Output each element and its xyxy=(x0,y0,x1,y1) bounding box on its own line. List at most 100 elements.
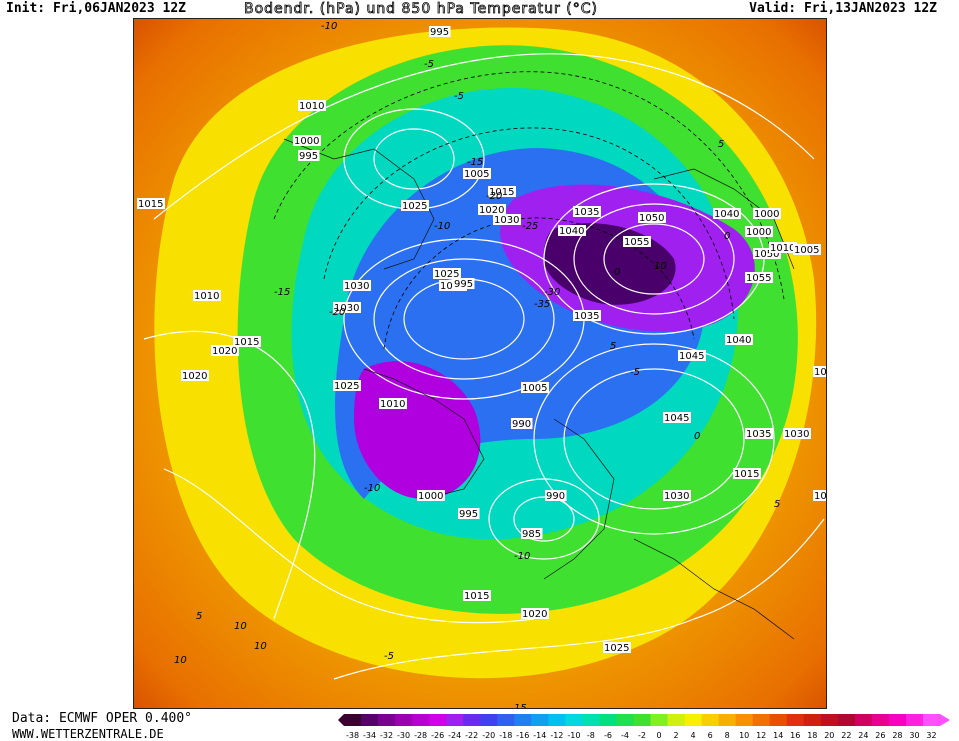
pressure-label: 1000 xyxy=(754,209,779,220)
pressure-label: 1000 xyxy=(294,136,319,147)
pressure-label-bg xyxy=(433,268,461,279)
pressure-label: 1015 xyxy=(734,469,759,480)
pressure-label: 990 xyxy=(512,419,531,430)
valid-time: Valid: Fri,13JAN2023 12Z xyxy=(749,1,937,16)
legend-tick-label: -4 xyxy=(621,731,629,740)
legend-color-swatch xyxy=(531,714,549,726)
pressure-label: 1040 xyxy=(559,226,584,237)
pressure-label-bg xyxy=(753,208,781,219)
pressure-label: 1035 xyxy=(574,311,599,322)
pressure-label: 1025 xyxy=(334,381,359,392)
legend-tick-label: 32 xyxy=(926,731,936,740)
pressure-label: 1020 xyxy=(212,346,237,357)
temperature-label: -15 xyxy=(467,157,483,168)
legend-color-swatch xyxy=(922,714,941,726)
legend-color-swatch xyxy=(395,714,413,726)
legend-tick-label: -38 xyxy=(346,731,359,740)
pressure-label: 1005 xyxy=(522,383,547,394)
legend-color-swatch xyxy=(752,714,771,726)
pressure-label: 1025 xyxy=(434,269,459,280)
pressure-label-bg xyxy=(233,336,261,347)
temperature-label: 0 xyxy=(614,267,620,278)
pressure-label: 1055 xyxy=(624,237,649,248)
legend-tick-label: 6 xyxy=(708,731,713,740)
temperature-label: 0 xyxy=(724,231,730,242)
pressure-label: 1015 xyxy=(464,591,489,602)
init-time: Init: Fri,06JAN2023 12Z xyxy=(6,1,187,16)
legend-tick-label: -18 xyxy=(499,731,512,740)
legend-tick-label: -8 xyxy=(587,731,595,740)
pressure-label-bg xyxy=(573,310,601,321)
legend-tick-label: 30 xyxy=(909,731,919,740)
legend-color-swatch xyxy=(463,714,481,726)
legend-right-arrow xyxy=(940,714,950,726)
pressure-label-bg xyxy=(733,468,761,479)
weather-map-canvas: 995 1010 1000 995 1015 1010 1020 1030 1025 1035 10… xyxy=(134,19,826,708)
pressure-label: 1020 xyxy=(182,371,207,382)
pressure-label-bg xyxy=(713,208,741,219)
legend-tick-label: -6 xyxy=(604,731,612,740)
legend-color-swatch xyxy=(803,714,822,726)
pressure-label: 1010 xyxy=(770,243,795,254)
pressure-label-bg xyxy=(678,350,706,361)
legend-tick-label: -16 xyxy=(516,731,529,740)
pressure-label-bg xyxy=(745,428,773,439)
temperature-label: -30 xyxy=(544,287,560,298)
legend-color-swatch xyxy=(412,714,430,726)
legend-tick-label: -24 xyxy=(448,731,461,740)
pressure-label: 1010 xyxy=(380,399,405,410)
legend-tick-label: -34 xyxy=(363,731,376,740)
legend-tick-label: 8 xyxy=(725,731,730,740)
pressure-label-bg xyxy=(573,206,601,217)
pressure-label-bg xyxy=(478,204,506,215)
pressure-label: 1035 xyxy=(746,429,771,440)
temperature-label: -5 xyxy=(454,91,464,102)
legend-tick-label: -10 xyxy=(567,731,580,740)
pressure-label: 1050 xyxy=(639,213,664,224)
coastlines xyxy=(283,138,795,640)
pressure-label-bg xyxy=(379,398,407,409)
pressure-label: 1030 xyxy=(664,491,689,502)
temperature-label: -15 xyxy=(274,287,290,298)
legend-tick-label: -30 xyxy=(397,731,410,740)
legend-tick-label: 22 xyxy=(841,731,851,740)
pressure-label: 1055 xyxy=(746,273,771,284)
pressure-label-bg xyxy=(813,490,826,501)
legend-tick-label: 24 xyxy=(858,731,868,740)
legend-color-swatch xyxy=(344,714,362,726)
pressure-label-bg xyxy=(521,382,549,393)
legend-color-swatch xyxy=(616,714,634,726)
legend-tick-label: -12 xyxy=(550,731,563,740)
temperature-label: 0 xyxy=(694,431,700,442)
temperature-label: -5 xyxy=(630,367,640,378)
temperature-label: 5 xyxy=(610,341,616,352)
pressure-label: 1030 xyxy=(494,215,519,226)
pressure-label-bg xyxy=(137,198,165,209)
pressure-label: 1010 xyxy=(194,291,219,302)
pressure-label-bg xyxy=(663,490,691,501)
legend-tick-label: 10 xyxy=(739,731,749,740)
pressure-label-bg xyxy=(793,244,821,255)
pressure-label-bg xyxy=(333,380,361,391)
map-labels: 995 1010 1000 995 1015 1010 1020 1030 1025 1035 10… xyxy=(137,21,826,708)
pressure-label: 995 xyxy=(459,509,478,520)
pressure-label: 1050 xyxy=(754,249,779,260)
legend-tick-label: -32 xyxy=(380,731,393,740)
pressure-label-bg xyxy=(298,100,326,111)
pressure-label: 995 xyxy=(299,151,318,162)
pressure-label-bg xyxy=(623,236,651,247)
pressure-label-bg xyxy=(181,370,209,381)
color-legend: -38 -34 -32 -30 -28 -26 -24 -22 -20 -18 -16 -14 -12-… xyxy=(338,712,958,740)
legend-color-swatch xyxy=(905,714,924,726)
legend-color-swatch xyxy=(854,714,873,726)
legend-color-swatch xyxy=(446,714,464,726)
pressure-label-bg xyxy=(298,150,320,161)
legend-color-swatch xyxy=(667,714,686,726)
legend-color-swatch xyxy=(480,714,498,726)
chart-title: Bodendr. (hPa) und 850 hPa Temperatur (°… xyxy=(244,1,598,18)
pressure-label: 1030 xyxy=(344,281,369,292)
pressure-label-bg xyxy=(603,642,631,653)
legend-tick-label: 14 xyxy=(773,731,783,740)
pressure-label-bg xyxy=(745,272,773,283)
pressure-label: 1015 xyxy=(234,337,259,348)
